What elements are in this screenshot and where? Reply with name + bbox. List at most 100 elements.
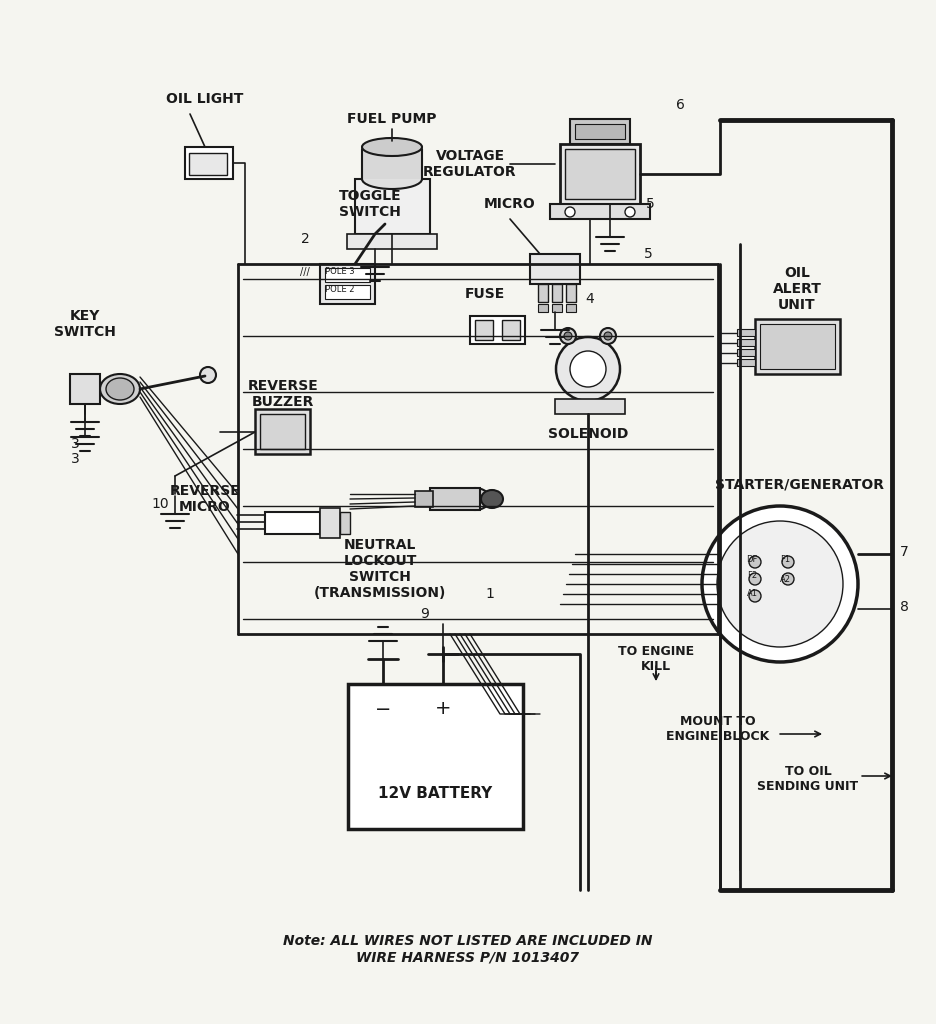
Bar xyxy=(348,684,523,829)
Bar xyxy=(552,304,562,312)
Bar xyxy=(538,284,548,302)
Text: DF: DF xyxy=(746,555,757,563)
Bar xyxy=(760,324,835,369)
Text: POLE 3: POLE 3 xyxy=(325,267,355,276)
Circle shape xyxy=(702,506,858,662)
Bar xyxy=(737,359,755,366)
Text: REVERSE
MICRO: REVERSE MICRO xyxy=(169,484,241,514)
Text: 2: 2 xyxy=(300,232,310,246)
Circle shape xyxy=(717,521,843,647)
Text: 10: 10 xyxy=(152,497,168,511)
Text: F1: F1 xyxy=(780,555,790,563)
Bar xyxy=(189,153,227,175)
Text: 6: 6 xyxy=(676,98,684,112)
Bar xyxy=(502,319,520,340)
Text: FUEL PUMP: FUEL PUMP xyxy=(347,112,437,126)
Circle shape xyxy=(782,573,794,585)
Text: Note: ALL WIRES NOT LISTED ARE INCLUDED IN
WIRE HARNESS P/N 1013407: Note: ALL WIRES NOT LISTED ARE INCLUDED … xyxy=(284,934,652,965)
Text: VOLTAGE
REGULATOR: VOLTAGE REGULATOR xyxy=(423,148,517,179)
Ellipse shape xyxy=(362,138,422,156)
Text: 5: 5 xyxy=(646,197,654,211)
Bar xyxy=(355,179,430,234)
Text: OIL
ALERT
UNIT: OIL ALERT UNIT xyxy=(772,266,822,312)
Text: 3: 3 xyxy=(70,437,80,451)
Bar xyxy=(575,124,625,139)
Text: 12V BATTERY: 12V BATTERY xyxy=(378,786,492,802)
Text: 5: 5 xyxy=(644,247,652,261)
Bar xyxy=(470,316,525,344)
Circle shape xyxy=(749,556,761,568)
Bar xyxy=(415,490,433,507)
Text: 1: 1 xyxy=(486,587,494,601)
Bar xyxy=(475,319,493,340)
Bar xyxy=(530,254,580,284)
Circle shape xyxy=(604,332,612,340)
Circle shape xyxy=(782,556,794,568)
Text: 8: 8 xyxy=(899,600,909,614)
Circle shape xyxy=(560,328,576,344)
Circle shape xyxy=(564,332,572,340)
Circle shape xyxy=(600,328,616,344)
Text: 4: 4 xyxy=(586,292,594,306)
Ellipse shape xyxy=(460,488,490,510)
Text: A1: A1 xyxy=(747,590,757,598)
Ellipse shape xyxy=(106,378,134,400)
Text: 7: 7 xyxy=(899,545,908,559)
Circle shape xyxy=(200,367,216,383)
Circle shape xyxy=(749,573,761,585)
Bar xyxy=(362,150,422,179)
Bar xyxy=(265,512,320,534)
Text: F2: F2 xyxy=(747,571,757,581)
Text: A2: A2 xyxy=(780,574,791,584)
Bar xyxy=(340,512,350,534)
Bar xyxy=(538,304,548,312)
Text: FUSE: FUSE xyxy=(465,287,505,301)
Ellipse shape xyxy=(100,374,140,404)
Bar xyxy=(255,409,310,454)
Text: STARTER/GENERATOR: STARTER/GENERATOR xyxy=(715,477,885,490)
Text: NEUTRAL
LOCKOUT
SWITCH
(TRANSMISSION): NEUTRAL LOCKOUT SWITCH (TRANSMISSION) xyxy=(314,538,446,600)
Bar xyxy=(566,284,576,302)
Ellipse shape xyxy=(362,150,422,169)
Bar xyxy=(320,508,340,538)
Bar xyxy=(320,264,375,304)
Bar xyxy=(347,234,437,249)
Bar xyxy=(560,144,640,204)
Bar xyxy=(737,339,755,346)
Circle shape xyxy=(556,337,620,401)
Bar xyxy=(570,119,630,144)
Bar xyxy=(325,285,370,299)
Circle shape xyxy=(565,207,575,217)
Text: 9: 9 xyxy=(420,607,430,621)
Text: 3: 3 xyxy=(70,452,80,466)
Bar xyxy=(325,268,370,282)
Text: OIL LIGHT: OIL LIGHT xyxy=(167,92,243,106)
Bar xyxy=(565,150,635,199)
Ellipse shape xyxy=(481,490,503,508)
Text: KEY
SWITCH: KEY SWITCH xyxy=(54,309,116,339)
Text: TOGGLE
SWITCH: TOGGLE SWITCH xyxy=(339,188,402,219)
Bar xyxy=(737,349,755,356)
Text: ///: /// xyxy=(300,267,310,278)
Circle shape xyxy=(749,590,761,602)
Bar xyxy=(70,374,100,404)
Bar xyxy=(260,414,305,449)
Circle shape xyxy=(570,351,606,387)
Text: SOLENOID: SOLENOID xyxy=(548,427,628,441)
Bar xyxy=(185,147,233,179)
Text: POLE 2: POLE 2 xyxy=(325,285,355,294)
Bar xyxy=(737,329,755,336)
Ellipse shape xyxy=(362,169,422,189)
Circle shape xyxy=(625,207,635,217)
Text: MICRO: MICRO xyxy=(484,197,536,211)
Text: TO OIL
SENDING UNIT: TO OIL SENDING UNIT xyxy=(757,765,858,793)
Bar xyxy=(555,399,625,414)
Bar xyxy=(550,204,650,219)
Text: TO ENGINE
KILL: TO ENGINE KILL xyxy=(618,645,695,673)
Bar xyxy=(552,284,562,302)
Bar xyxy=(566,304,576,312)
Bar xyxy=(430,488,480,510)
Text: MOUNT TO
ENGINE BLOCK: MOUNT TO ENGINE BLOCK xyxy=(666,715,769,743)
Text: −: − xyxy=(374,699,391,719)
Bar xyxy=(755,319,840,374)
